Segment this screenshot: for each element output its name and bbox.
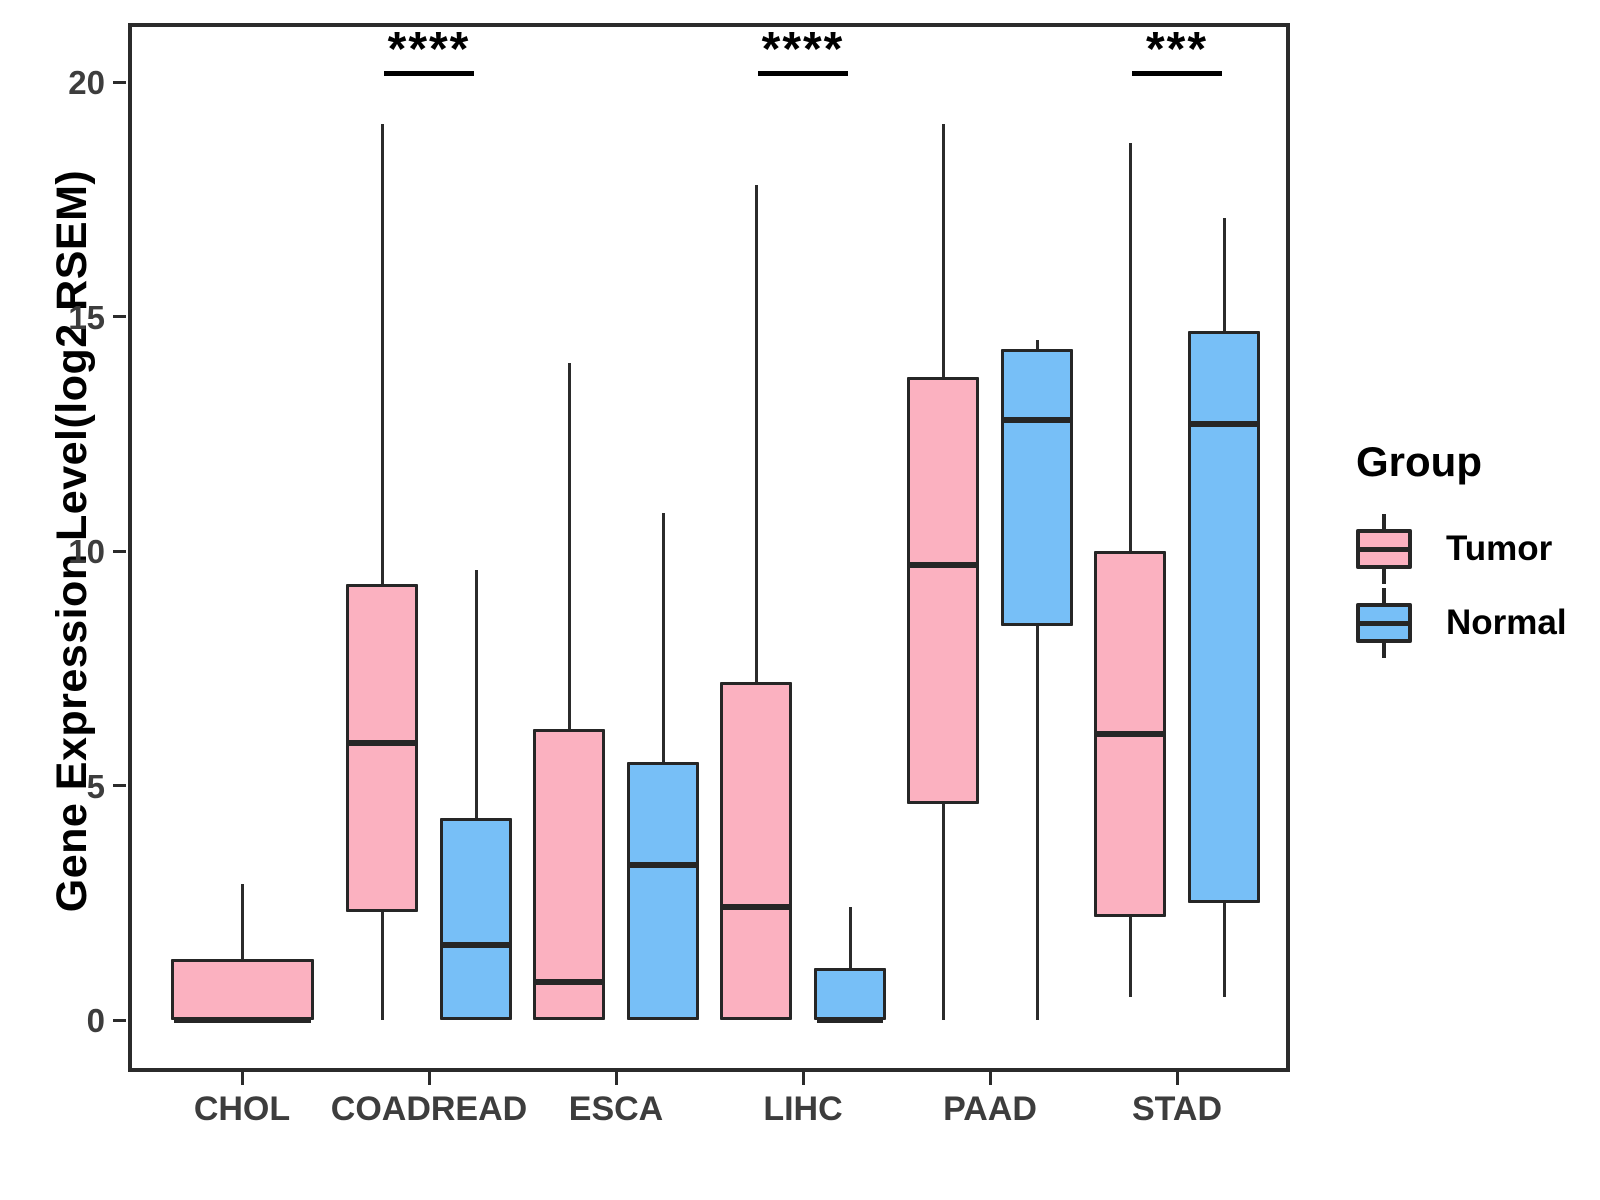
lower-whisker — [1222, 902, 1226, 997]
y-tick-label: 0 — [86, 1002, 105, 1039]
median-line — [817, 1017, 883, 1023]
x-tick-label: STAD — [1131, 1090, 1223, 1128]
upper-whisker — [474, 569, 478, 819]
upper-whisker — [1222, 218, 1226, 331]
upper-whisker — [380, 124, 384, 584]
upper-whisker — [1128, 142, 1132, 551]
legend-item-tumor: Tumor — [1330, 512, 1590, 586]
boxplot-box-normal-paad — [1001, 349, 1073, 627]
significance-stars-lihc: **** — [761, 23, 845, 76]
boxplot-box-normal-esca — [627, 762, 699, 1020]
upper-whisker — [567, 363, 571, 730]
legend-item-normal: Normal — [1330, 586, 1590, 660]
upper-whisker — [1035, 339, 1039, 350]
legend: Group Tumor Normal — [1330, 438, 1590, 660]
upper-whisker — [941, 124, 945, 378]
lower-whisker — [1128, 916, 1132, 997]
x-tick-label: PAAD — [943, 1090, 1037, 1128]
median-line — [723, 904, 789, 911]
y-tick-label: 20 — [68, 64, 105, 101]
x-tick-label: LIHC — [763, 1090, 843, 1128]
upper-whisker — [240, 883, 244, 960]
boxplot-box-tumor-coadread — [346, 583, 418, 913]
x-tick-label: CHOL — [193, 1090, 291, 1128]
boxplot-box-tumor-paad — [907, 377, 979, 805]
x-tick-mark — [427, 1072, 431, 1085]
median-line — [630, 862, 696, 869]
significance-bar-stad — [1132, 71, 1222, 76]
boxplot-box-tumor-esca — [533, 729, 605, 1020]
normal-boxplot-icon — [1356, 588, 1412, 658]
x-tick-mark — [240, 1072, 244, 1085]
median-line — [1004, 416, 1070, 423]
y-tick-mark — [113, 315, 126, 318]
y-tick-label: 5 — [86, 767, 105, 805]
boxplot-box-normal-coadread — [440, 818, 512, 1020]
x-tick-label: COADREAD — [330, 1090, 528, 1128]
significance-bar-coadread — [384, 71, 474, 76]
y-tick-label: 15 — [68, 298, 105, 336]
x-tick-label: ESCA — [568, 1090, 664, 1128]
boxplot-box-tumor-lihc — [720, 682, 792, 1020]
y-tick-mark — [113, 549, 126, 553]
y-tick-label: 10 — [68, 533, 105, 570]
median-line — [1191, 421, 1257, 428]
tumor-boxplot-icon — [1356, 514, 1412, 584]
median-line — [1097, 730, 1163, 737]
legend-label-tumor: Tumor — [1446, 529, 1553, 568]
upper-whisker — [661, 513, 665, 763]
x-tick-mark — [1175, 1072, 1179, 1085]
boxplot-box-tumor-chol — [170, 959, 314, 1020]
median-line — [349, 740, 415, 747]
median-line — [536, 979, 602, 986]
y-tick-mark — [113, 1018, 126, 1022]
lower-whisker — [941, 804, 945, 1020]
y-tick-mark — [113, 80, 126, 84]
median-line — [443, 941, 509, 948]
lower-whisker — [1035, 626, 1039, 1020]
median-line — [173, 1017, 311, 1023]
upper-whisker — [754, 185, 758, 683]
significance-stars-stad: *** — [1145, 23, 1209, 76]
lower-whisker — [380, 912, 384, 1020]
x-tick-mark — [614, 1072, 618, 1085]
significance-bar-lihc — [758, 71, 848, 76]
legend-label-normal: Normal — [1446, 603, 1567, 642]
upper-whisker — [848, 907, 852, 969]
boxplot-box-normal-lihc — [814, 968, 886, 1020]
boxplot-box-normal-stad — [1188, 330, 1260, 903]
significance-stars-coadread: **** — [387, 23, 471, 76]
x-tick-mark — [988, 1072, 992, 1085]
y-tick-mark — [113, 784, 126, 787]
x-tick-mark — [801, 1072, 805, 1085]
median-line — [910, 562, 976, 569]
legend-title: Group — [1356, 438, 1482, 485]
